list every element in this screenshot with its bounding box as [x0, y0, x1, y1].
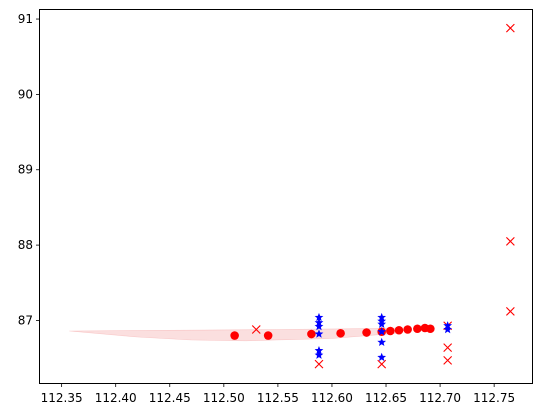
cross-point: [505, 236, 515, 246]
dot-point: [403, 325, 412, 334]
dot-point: [263, 331, 273, 340]
y-axis: 87 88 89 90 91: [18, 12, 40, 327]
y-tick-label: 89: [18, 163, 33, 177]
dot-point: [230, 331, 239, 340]
y-tick-label: 87: [18, 313, 33, 327]
cross-point: [251, 325, 261, 334]
y-tick-label: 90: [18, 87, 33, 101]
dot-point: [413, 324, 422, 334]
dot-point: [426, 324, 435, 334]
star-point: [377, 352, 387, 362]
cross-point: [443, 343, 453, 352]
dot-point: [386, 326, 395, 336]
x-tick-label: 112.40: [95, 391, 137, 405]
cross-point: [505, 307, 515, 316]
star-point: [377, 319, 387, 328]
dot-point: [394, 325, 404, 335]
star-point: [314, 321, 324, 331]
star-point: [314, 312, 324, 322]
dot-point: [307, 329, 316, 339]
data-marks-layer: [230, 23, 515, 369]
x-axis: 112.35 112.40 112.45 112.50 112.55 112.60 112.…: [41, 383, 515, 405]
x-tick-label: 112.65: [365, 391, 407, 405]
y-tick-label: 91: [18, 12, 33, 26]
x-tick-label: 112.70: [419, 391, 461, 405]
cross-point: [377, 359, 387, 369]
dot-point: [362, 328, 371, 337]
y-tick-label: 88: [18, 238, 33, 252]
x-tick-label: 112.35: [41, 391, 83, 405]
x-tick-label: 112.45: [149, 391, 191, 405]
cross-point: [443, 356, 453, 365]
x-tick-label: 112.50: [203, 391, 245, 405]
dot-point: [336, 328, 345, 338]
star-point: [377, 327, 387, 336]
star-point: [443, 324, 453, 334]
star-point: [377, 337, 387, 347]
plot-frame: [39, 9, 533, 384]
cross-point: [505, 23, 515, 33]
x-tick-label: 112.60: [311, 391, 353, 405]
star-point: [314, 350, 324, 359]
x-tick-label: 112.55: [257, 391, 299, 405]
x-tick-label: 112.75: [473, 391, 515, 405]
star-point: [314, 346, 324, 355]
star-point: [314, 329, 324, 338]
cross-point: [314, 359, 324, 369]
